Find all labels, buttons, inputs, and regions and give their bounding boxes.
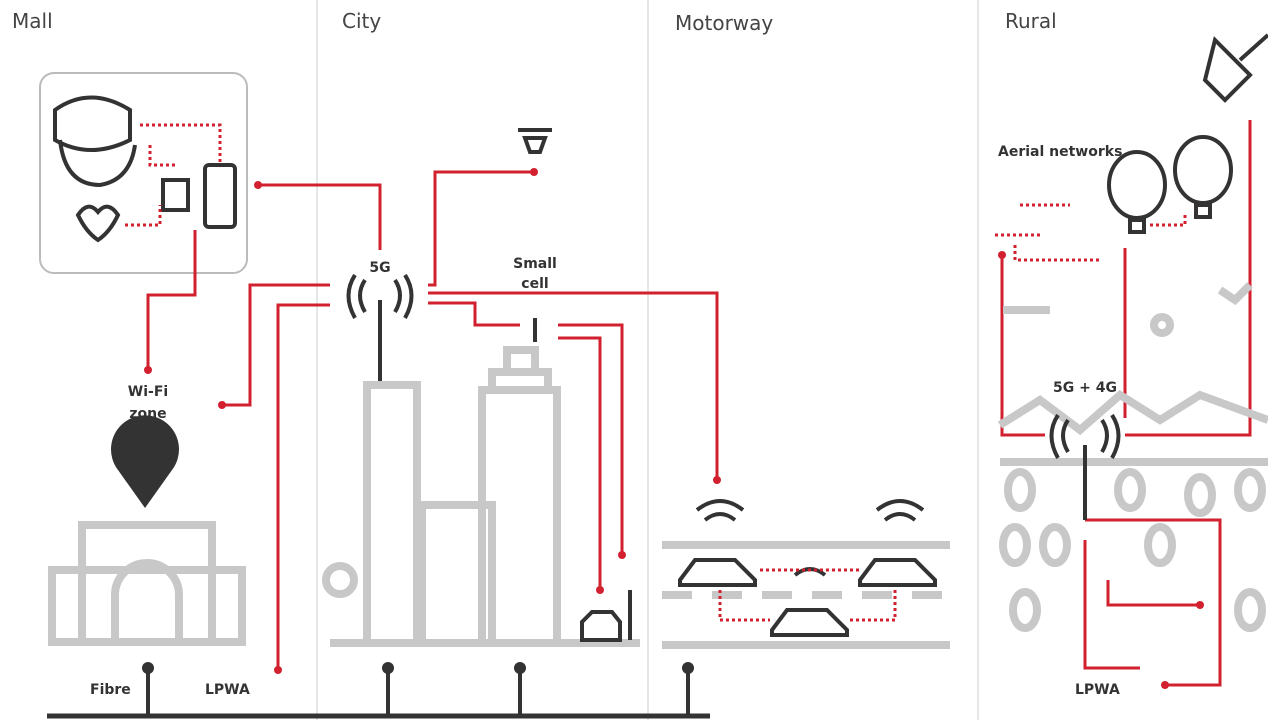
section-title: City — [342, 9, 381, 33]
label: 5G — [369, 260, 390, 276]
road — [662, 501, 950, 645]
label: LPWA — [1075, 682, 1120, 698]
tower-5g — [349, 275, 412, 382]
label: 5G + 4G — [1053, 380, 1117, 396]
balloons — [1109, 137, 1231, 232]
car — [582, 590, 630, 640]
mall-building — [52, 525, 242, 642]
section-title: Motorway — [675, 11, 773, 35]
label: Small — [513, 256, 557, 272]
label: LPWA — [205, 682, 250, 698]
wifi-pin — [111, 415, 179, 508]
label: Fibre — [90, 682, 131, 698]
label: cell — [521, 276, 548, 292]
infographic: Mall City Motorway Rural Wi-Fi zone 5G S… — [0, 0, 1268, 720]
city-buildings — [326, 350, 640, 643]
label: Wi-Fi — [128, 384, 168, 400]
section-title: Rural — [1005, 9, 1057, 33]
connection — [995, 205, 1185, 260]
section-title: Mall — [12, 9, 53, 33]
connection — [428, 172, 717, 590]
satellite — [1205, 35, 1268, 100]
label: Aerial networks — [998, 144, 1122, 160]
ground — [47, 662, 710, 716]
mall-devices — [40, 73, 247, 273]
drone — [518, 130, 552, 152]
